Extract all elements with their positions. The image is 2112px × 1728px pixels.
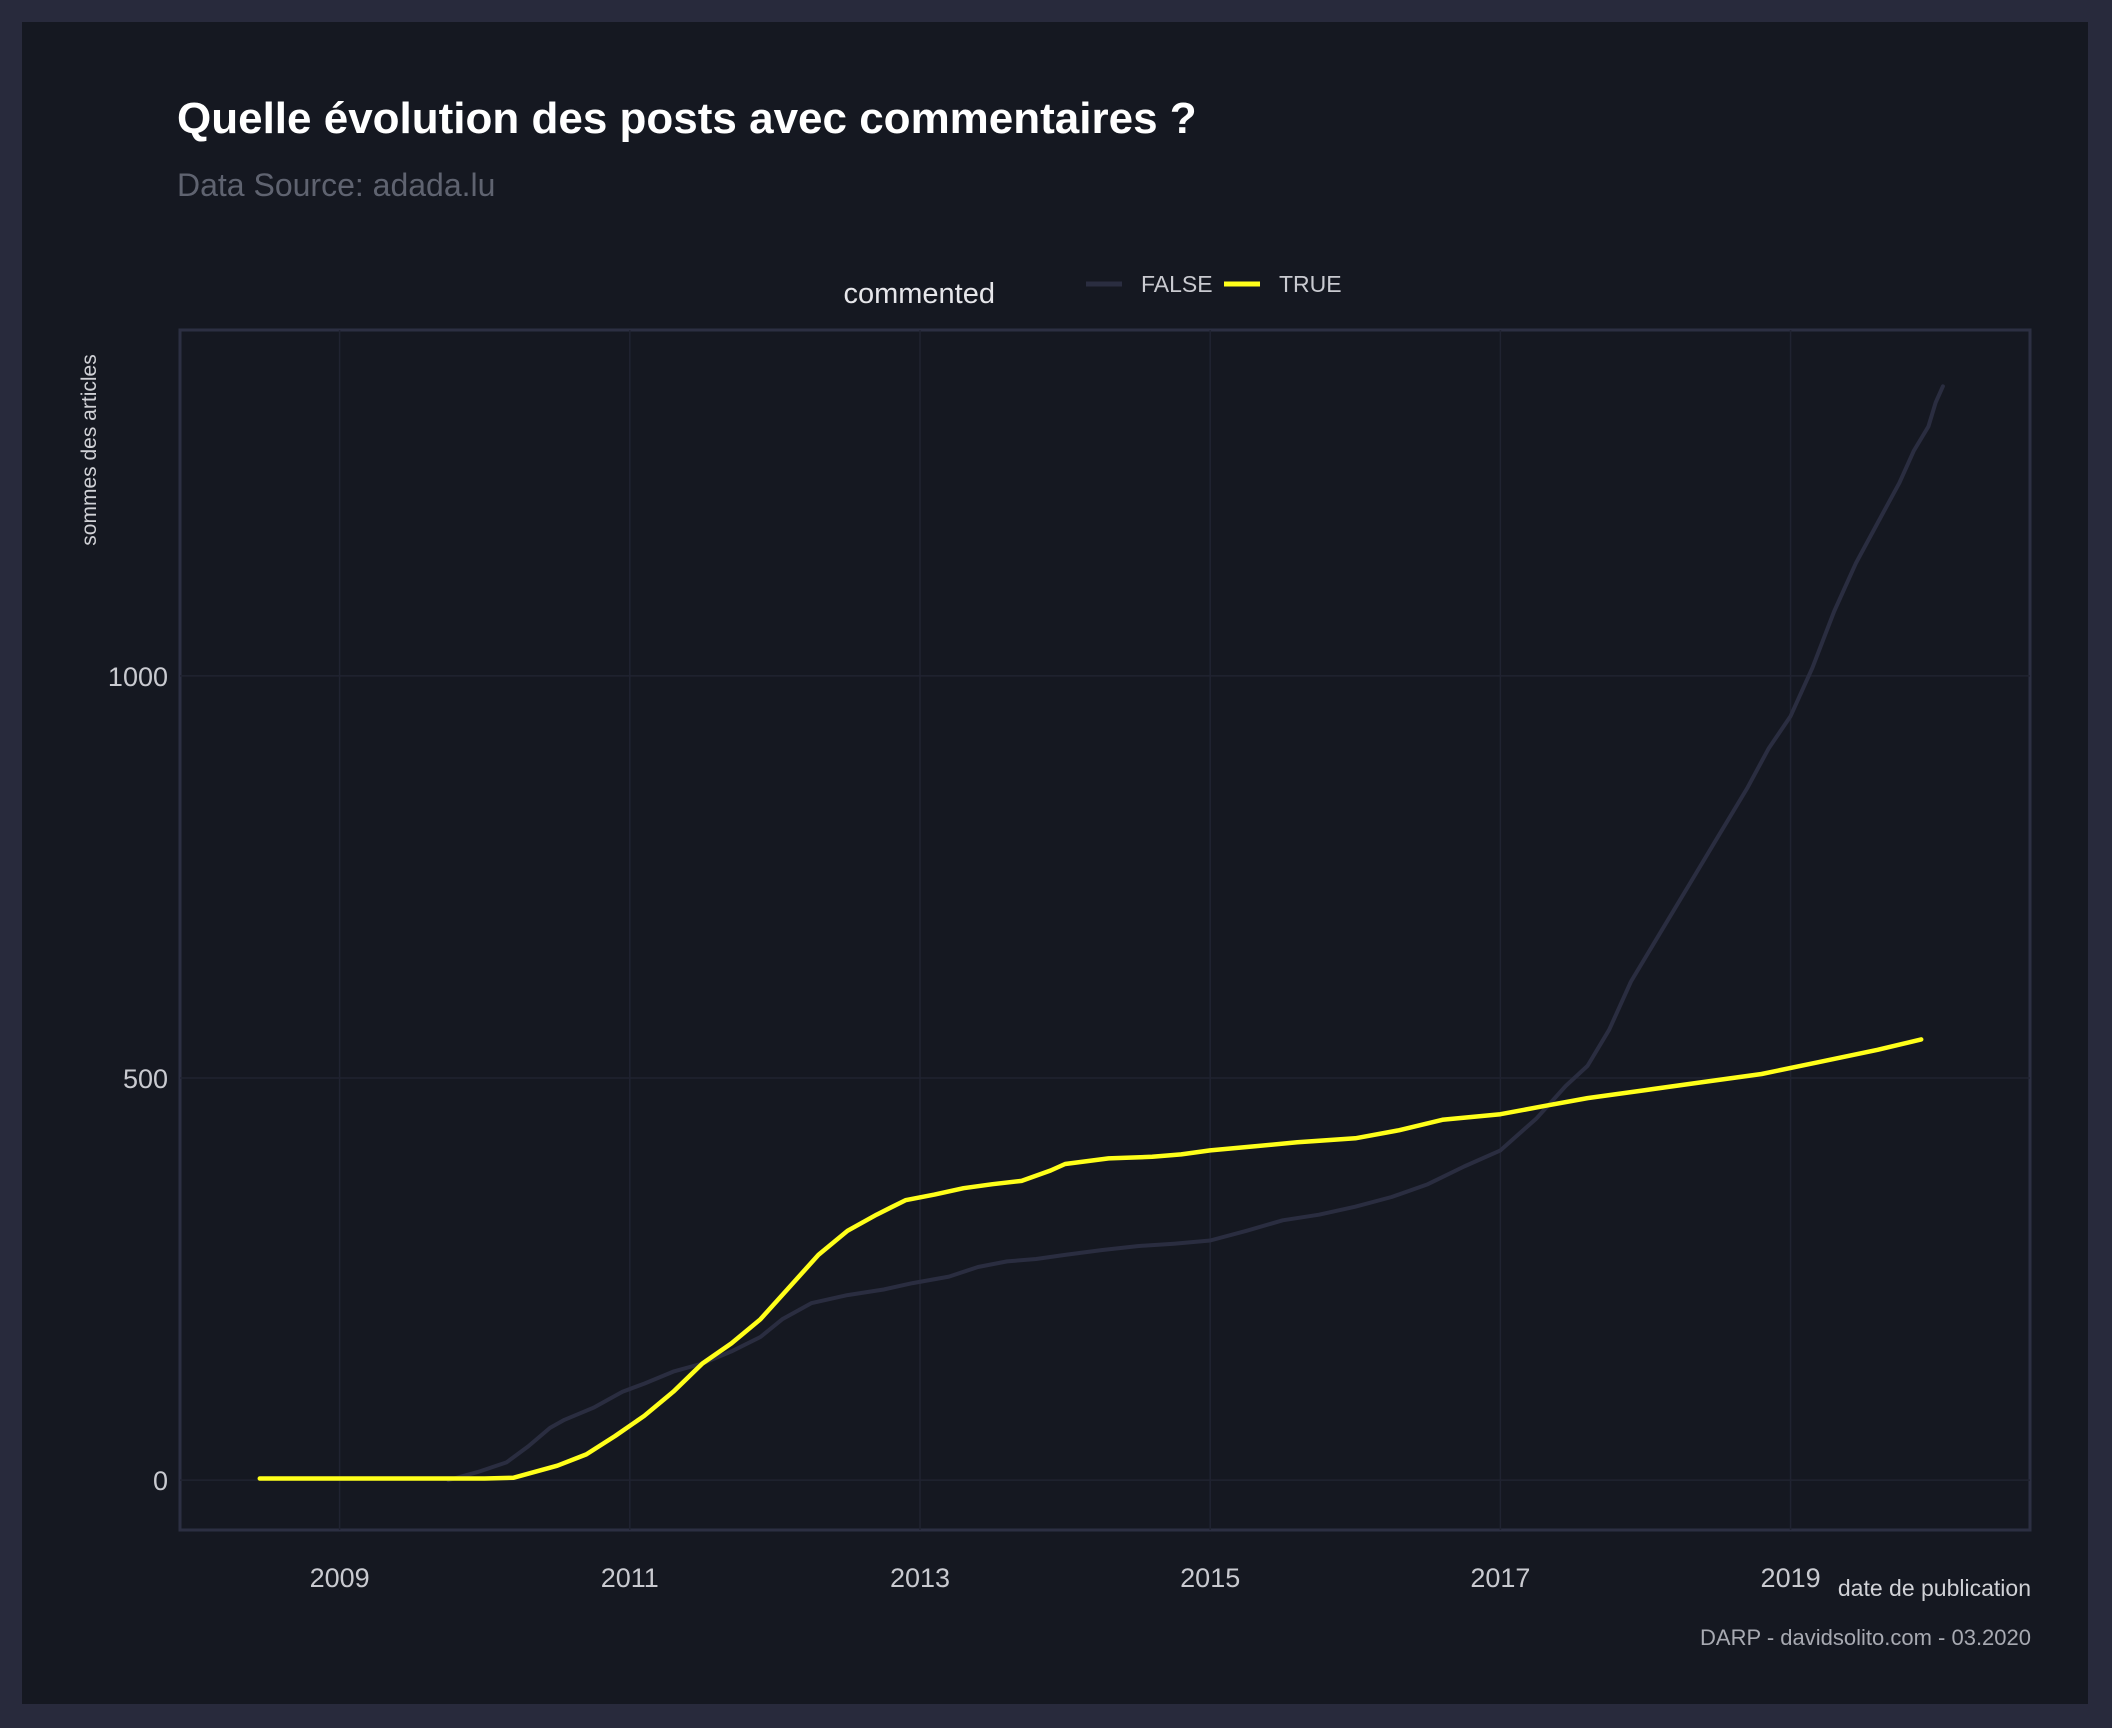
legend-label-true: TRUE [1279, 271, 1342, 297]
x-tick-label: 2009 [310, 1563, 370, 1593]
chart-svg: Quelle évolution des posts avec commenta… [78, 94, 2032, 1650]
y-tick-label: 500 [123, 1064, 168, 1094]
y-axis-title: sommes des articles [78, 354, 101, 545]
x-tick-label: 2011 [601, 1563, 659, 1593]
y-tick-label: 0 [153, 1466, 168, 1496]
x-tick-label: 2013 [890, 1563, 950, 1593]
legend: commented FALSE TRUE [843, 271, 1341, 310]
chart-panel: Quelle évolution des posts avec commenta… [22, 22, 2088, 1704]
x-axis-title: date de publication [1838, 1575, 2031, 1601]
x-tick-label: 2017 [1470, 1563, 1530, 1593]
grid [180, 330, 2030, 1530]
x-tick-label: 2015 [1180, 1563, 1240, 1593]
series-line-false [446, 384, 1945, 1483]
x-tick-label: 2019 [1761, 1563, 1821, 1593]
plot-border [178, 328, 2032, 1532]
chart-title: Quelle évolution des posts avec commenta… [177, 94, 1197, 143]
legend-label-false: FALSE [1141, 271, 1213, 297]
series-lines [257, 384, 1945, 1483]
y-tick-label: 1000 [108, 662, 168, 692]
caption: DARP - davidsolito.com - 03.2020 [1700, 1625, 2031, 1650]
legend-title: commented [843, 278, 995, 310]
series-line-true [257, 1037, 1924, 1481]
chart-subtitle: Data Source: adada.lu [177, 167, 495, 203]
